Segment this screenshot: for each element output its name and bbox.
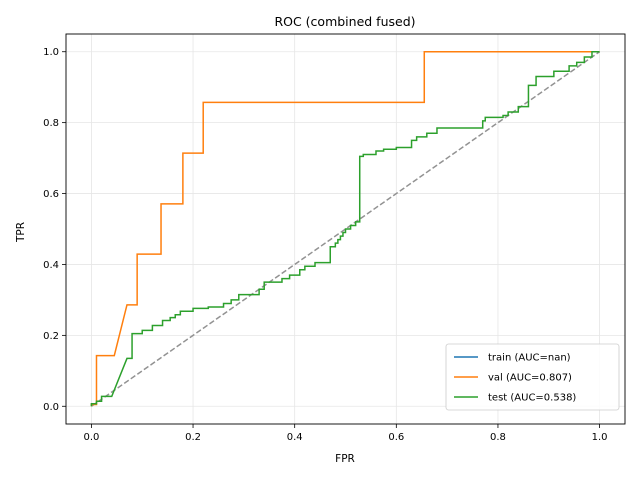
x-tick-label-3: 0.6 (388, 432, 404, 443)
legend-label-1: val (AUC=0.807) (488, 373, 572, 384)
y-tick-label-5: 1.0 (43, 47, 59, 58)
legend-label-0: train (AUC=nan) (488, 353, 571, 364)
x-tick-label-5: 1.0 (592, 432, 608, 443)
legend-box (445, 343, 620, 411)
legend: train (AUC=nan) val (AUC=0.807) test (AUC=… (445, 343, 620, 411)
series-line-1 (90, 50, 600, 407)
chart-title: ROC (combined fused) (274, 14, 415, 29)
chance-diagonal-line (90, 51, 601, 407)
grid (66, 34, 625, 424)
x-tick-label-4: 0.8 (490, 432, 506, 443)
y-tick-label-3: 0.6 (43, 189, 59, 200)
y-axis-ticks: 0.0 0.2 0.4 0.6 0.8 1.0 (43, 47, 66, 413)
legend-label-2: test (AUC=0.538) (488, 393, 576, 404)
x-tick-label-1: 0.2 (185, 432, 201, 443)
x-tick-label-2: 0.4 (287, 432, 303, 443)
x-tick-label-0: 0.0 (83, 432, 99, 443)
y-tick-label-4: 0.8 (43, 118, 59, 129)
y-tick-label-1: 0.2 (43, 331, 59, 342)
series-layer (90, 50, 601, 407)
x-axis-label: FPR (335, 453, 355, 465)
y-axis-label: TPR (15, 222, 27, 243)
y-tick-label-0: 0.0 (43, 402, 59, 413)
y-tick-label-2: 0.4 (43, 260, 59, 271)
series-line-2 (90, 50, 600, 407)
x-axis-ticks: 0.0 0.2 0.4 0.6 0.8 1.0 (83, 424, 608, 443)
plot-frame (65, 33, 626, 425)
